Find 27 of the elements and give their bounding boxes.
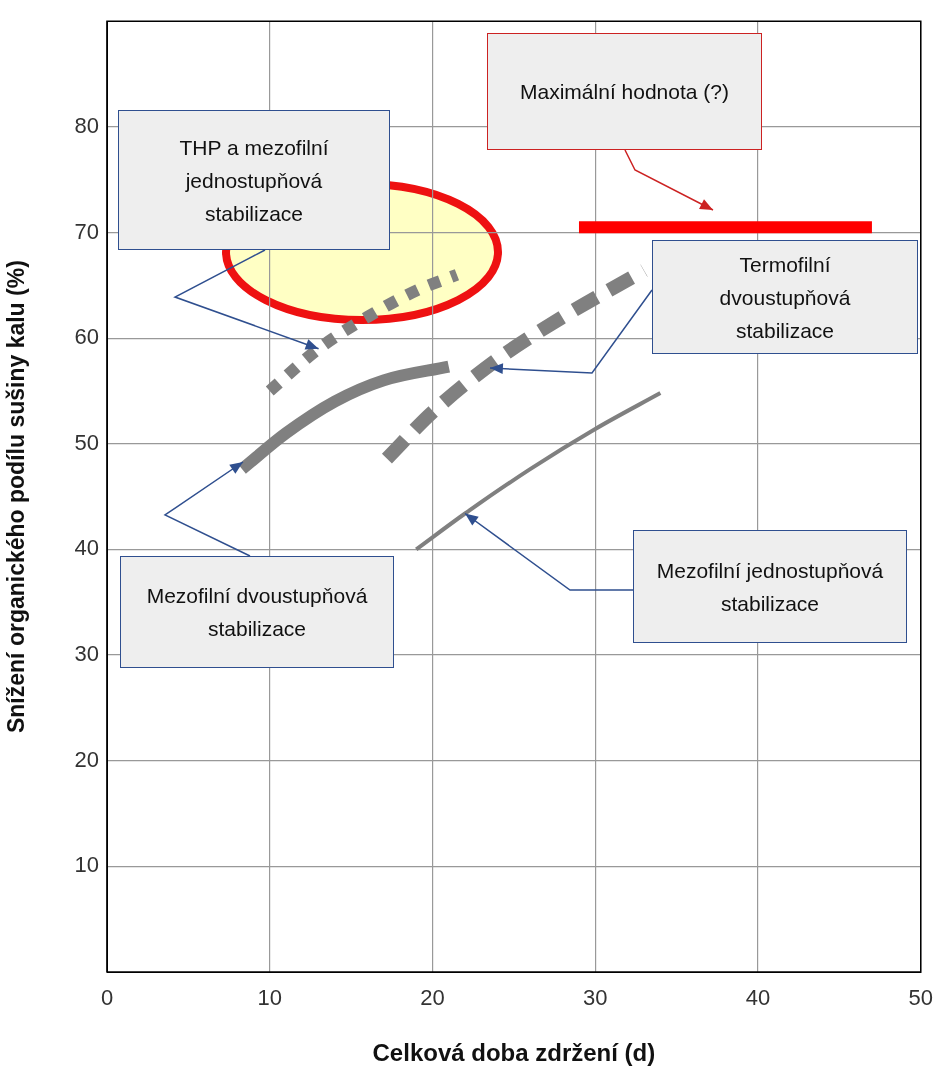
callout-box: THP a mezofilní jednostupňová stabilizace [118,110,390,250]
x-tick-label: 40 [745,985,771,1011]
annotation: Maximální hodnota (?) [520,79,729,105]
y-tick-label: 40 [74,535,99,561]
callout-box: Termofilní dvoustupňová stabilizace [652,240,918,354]
annotation: Mezofilní dvoustupňová stabilizace [145,583,369,642]
y-tick-label: 10 [74,852,99,878]
callout-box: Maximální hodnota (?) [487,33,762,150]
x-tick-label: 50 [908,985,934,1011]
callout-box: Mezofilní dvoustupňová stabilizace [120,556,394,668]
x-tick-label: 0 [100,985,114,1011]
line-series [414,391,663,552]
y-tick-label: 80 [74,112,99,138]
y-tick-label: 70 [74,218,99,244]
annotation: Mezofilní jednostupňová stabilizace [656,557,884,617]
annotation: Termofilní dvoustupňová stabilizace [718,251,852,344]
annotation: THP a mezofilní jednostupňová stabilizace [178,134,330,227]
x-tick-label: 20 [420,985,445,1011]
y-tick-label: 20 [74,746,99,772]
x-axis-title: Celková doba zdržení (d) [372,1039,656,1067]
x-tick-label: 30 [583,985,608,1011]
x-tick-label: 10 [257,985,282,1011]
callout-box: Mezofilní jednostupňová stabilizace [633,530,907,643]
y-tick-label: 60 [74,324,99,350]
y-tick-label: 50 [74,429,99,455]
y-tick-label: 30 [74,641,99,667]
y-axis-title: Snížení organického podílu sušiny kalu (%) [3,260,30,734]
